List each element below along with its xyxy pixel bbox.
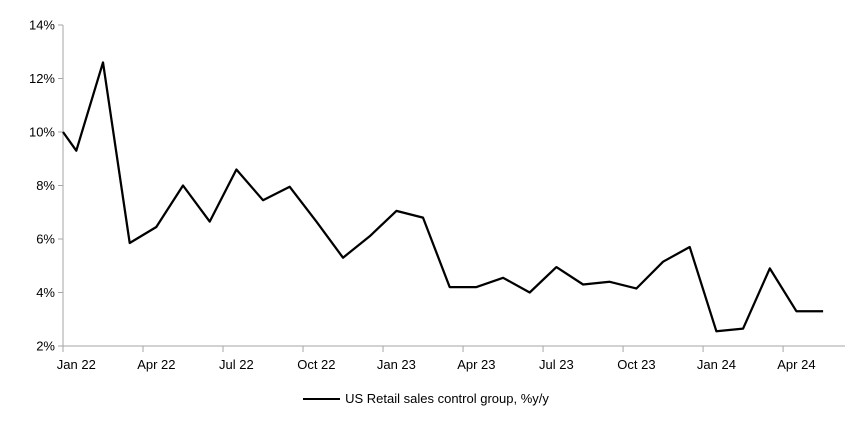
x-tick-label: Oct 23	[617, 357, 655, 372]
y-tick-label: 4%	[36, 285, 55, 300]
y-tick-label: 14%	[29, 18, 55, 33]
y-tick-label: 6%	[36, 232, 55, 247]
x-tick-label: Jul 23	[539, 357, 574, 372]
x-tick-label: Jan 24	[697, 357, 736, 372]
x-tick-label: Apr 22	[137, 357, 175, 372]
x-tick-label: Jan 22	[57, 357, 96, 372]
legend-label: US Retail sales control group, %y/y	[345, 391, 549, 406]
y-tick-label: 2%	[36, 339, 55, 354]
x-tick-label: Jul 22	[219, 357, 254, 372]
chart-legend: US Retail sales control group, %y/y	[0, 390, 852, 407]
y-tick-label: 8%	[36, 178, 55, 193]
x-tick-label: Apr 24	[777, 357, 815, 372]
x-tick-label: Jan 23	[377, 357, 416, 372]
data-line-retail-sales	[62, 61, 824, 333]
legend-line-icon	[303, 397, 341, 400]
y-tick-label: 10%	[29, 125, 55, 140]
x-tick-label: Oct 22	[297, 357, 335, 372]
y-tick-label: 12%	[29, 71, 55, 86]
x-tick-label: Apr 23	[457, 357, 495, 372]
